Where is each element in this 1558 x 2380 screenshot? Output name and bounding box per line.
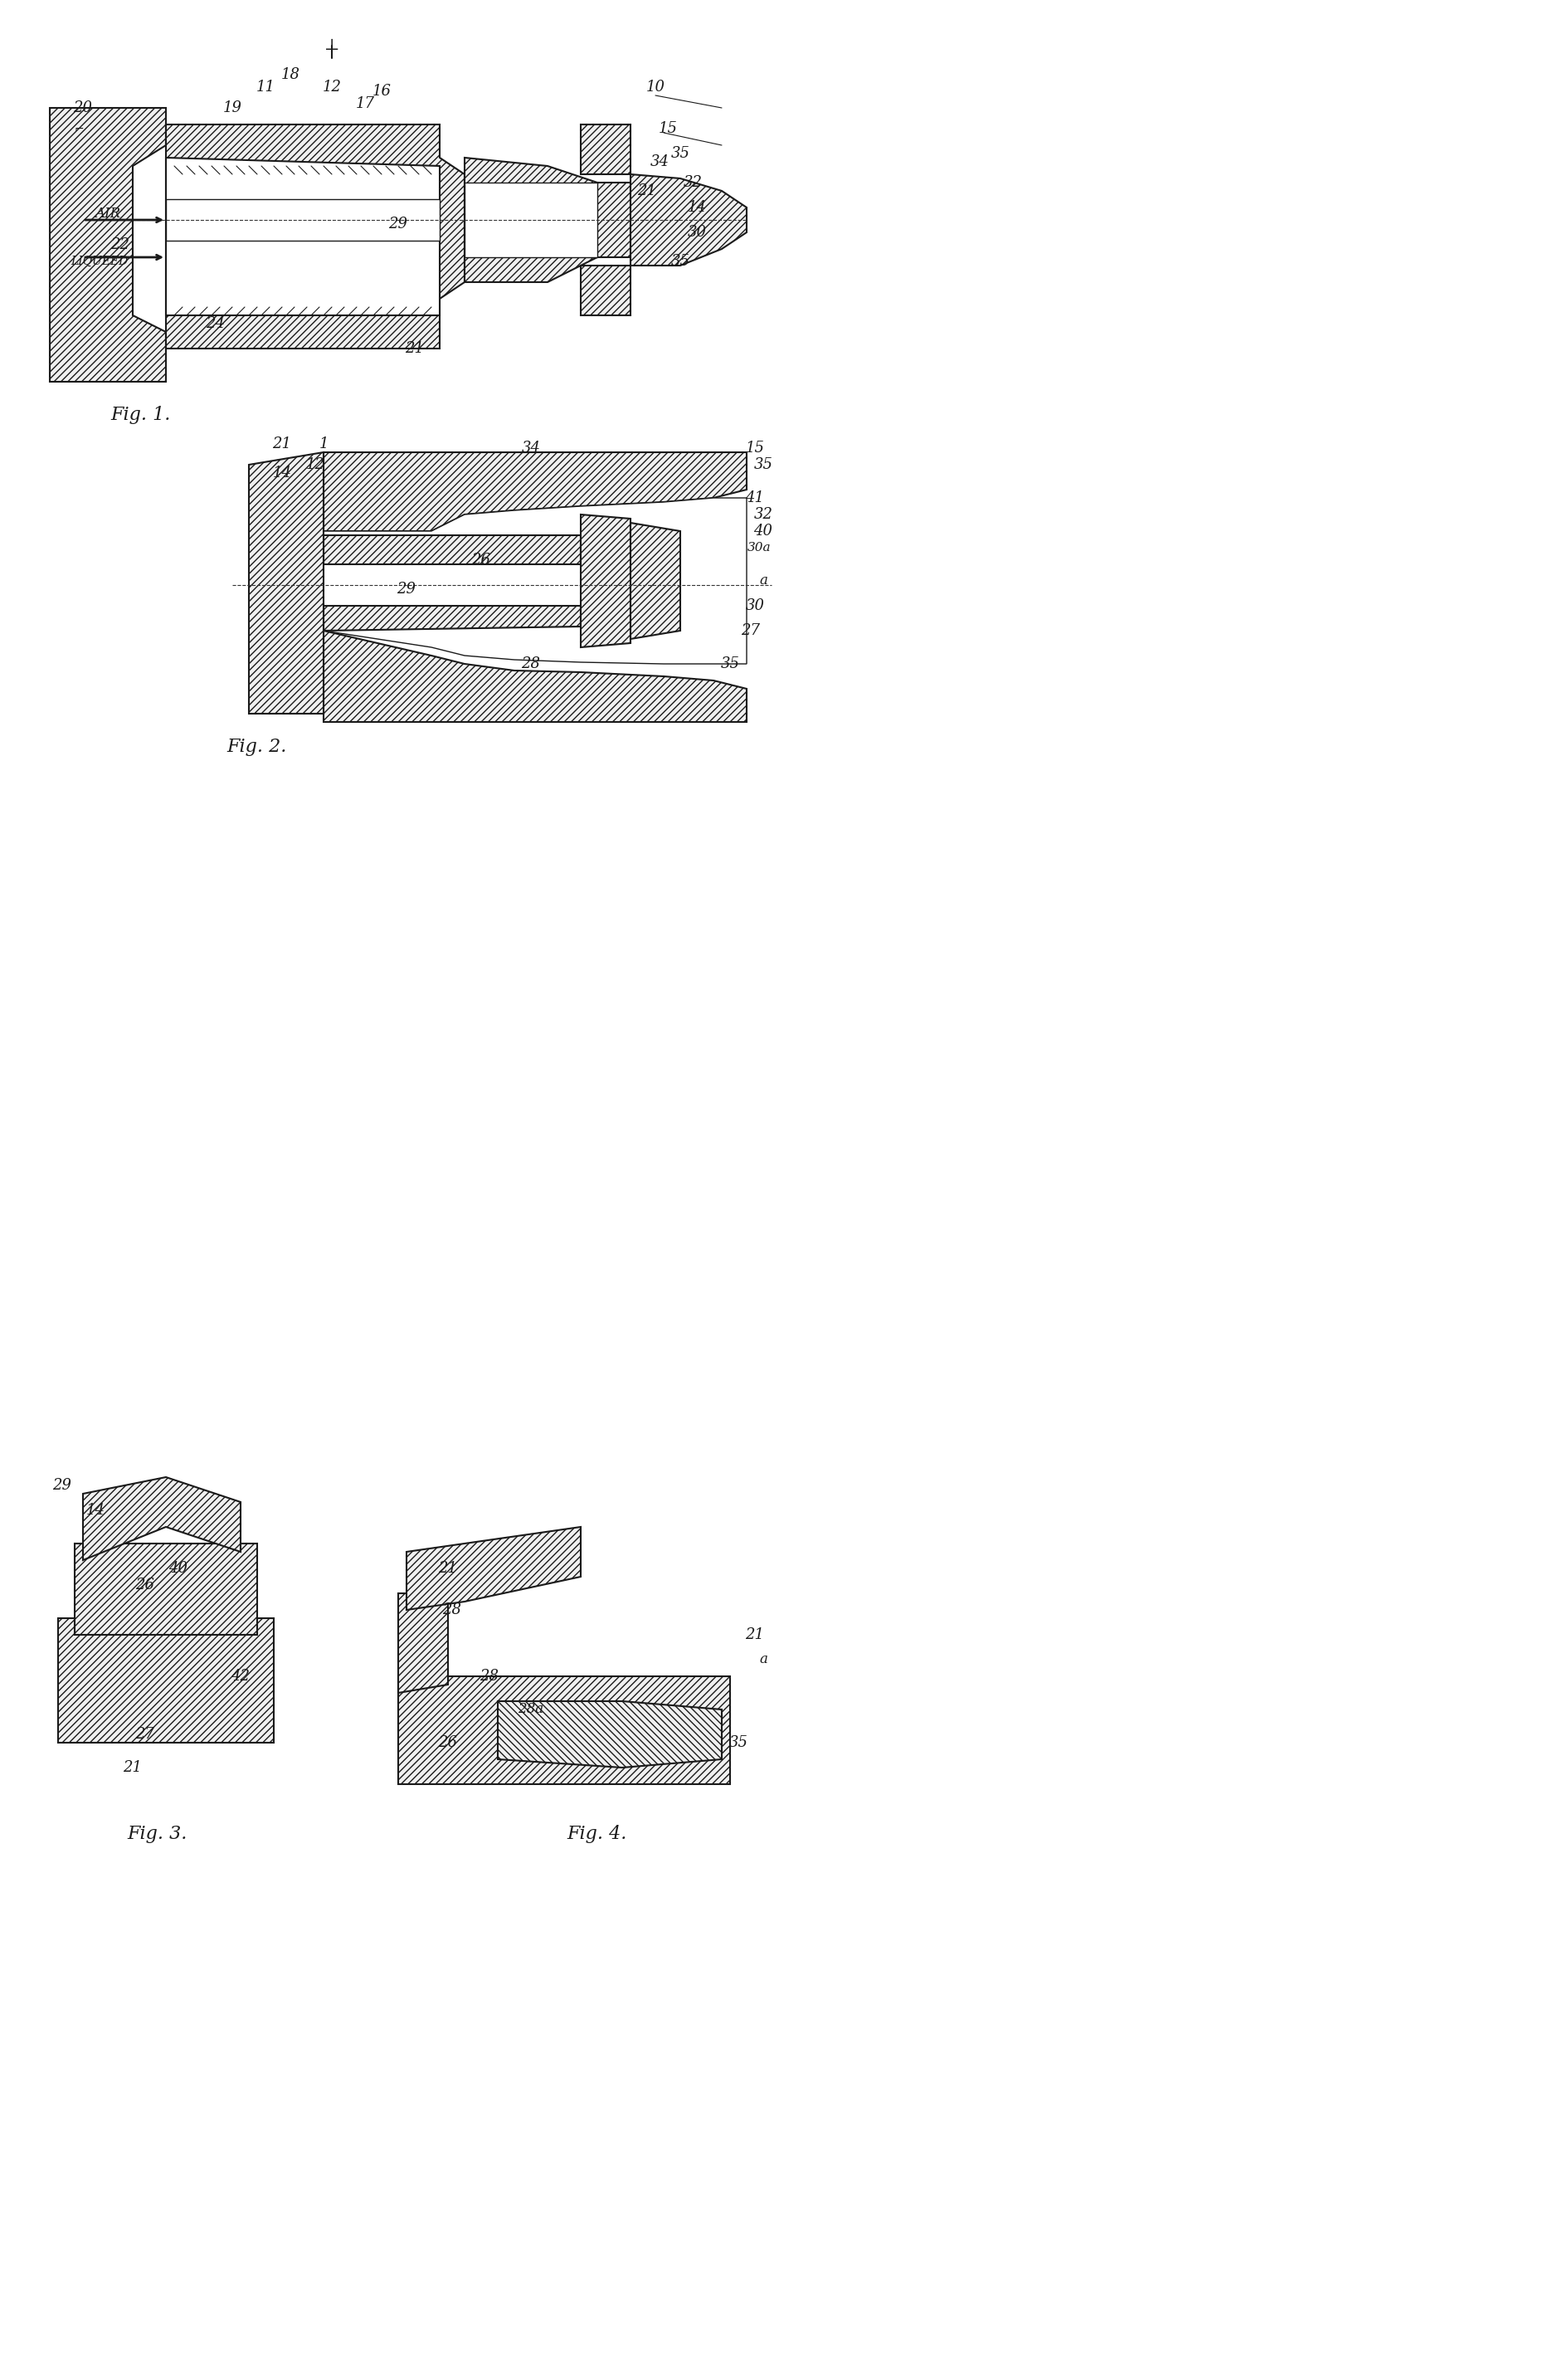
Polygon shape: [324, 631, 746, 721]
Text: 1: 1: [319, 436, 329, 452]
Text: 28: 28: [442, 1602, 461, 1618]
Text: 21: 21: [745, 1628, 765, 1642]
Text: 32: 32: [682, 176, 703, 190]
Polygon shape: [631, 524, 681, 638]
Text: 30a: 30a: [748, 543, 771, 555]
Text: 32: 32: [754, 507, 773, 521]
Text: 22: 22: [111, 238, 129, 252]
Text: 17: 17: [355, 95, 374, 112]
Polygon shape: [464, 157, 631, 283]
Text: 10: 10: [647, 79, 665, 95]
Polygon shape: [165, 200, 439, 240]
Polygon shape: [399, 1592, 449, 1692]
Text: 11: 11: [256, 79, 276, 95]
Text: 21: 21: [123, 1761, 142, 1775]
Text: a: a: [759, 1652, 768, 1666]
Text: 14: 14: [273, 466, 291, 481]
Polygon shape: [58, 1618, 274, 1742]
Polygon shape: [83, 1478, 240, 1561]
Polygon shape: [581, 514, 631, 647]
Text: 34: 34: [650, 155, 668, 169]
Polygon shape: [165, 157, 439, 314]
Text: Fig. 1.: Fig. 1.: [111, 407, 171, 424]
Polygon shape: [50, 107, 165, 381]
Text: 29: 29: [388, 217, 408, 231]
Text: 15: 15: [659, 121, 678, 136]
Text: 21: 21: [438, 1561, 458, 1576]
Polygon shape: [324, 452, 746, 531]
Text: 21: 21: [405, 340, 424, 357]
Text: 40: 40: [168, 1561, 189, 1576]
Polygon shape: [75, 1545, 257, 1635]
Text: 18: 18: [280, 67, 299, 83]
Text: 19: 19: [223, 100, 241, 114]
Text: 28: 28: [522, 657, 541, 671]
Text: Fig. 4.: Fig. 4.: [567, 1825, 628, 1842]
Text: 28a: 28a: [519, 1702, 544, 1716]
Text: 26: 26: [136, 1578, 154, 1592]
Text: 27: 27: [742, 624, 760, 638]
Text: 21: 21: [273, 436, 291, 452]
Polygon shape: [581, 267, 631, 314]
Text: 21: 21: [637, 183, 656, 198]
Text: 14: 14: [687, 200, 706, 214]
Text: 26: 26: [472, 552, 491, 566]
Text: 12: 12: [305, 457, 324, 471]
Polygon shape: [464, 183, 597, 257]
Polygon shape: [324, 497, 746, 664]
Polygon shape: [324, 536, 581, 564]
Text: 16: 16: [372, 83, 391, 98]
Text: Fig. 3.: Fig. 3.: [128, 1825, 187, 1842]
Text: 42: 42: [231, 1668, 251, 1683]
Text: 14: 14: [86, 1502, 104, 1518]
Text: a: a: [759, 574, 768, 588]
Text: 41: 41: [745, 490, 765, 505]
Text: 40: 40: [754, 524, 773, 538]
Polygon shape: [581, 124, 631, 174]
Polygon shape: [631, 174, 746, 267]
Text: 35: 35: [720, 657, 740, 671]
Text: 35: 35: [671, 255, 690, 269]
Text: 30: 30: [687, 224, 706, 240]
Text: 20: 20: [73, 100, 92, 114]
Text: ⌐: ⌐: [73, 124, 84, 133]
Text: 35: 35: [729, 1735, 748, 1749]
Text: Fig. 2.: Fig. 2.: [227, 738, 287, 757]
Text: 29: 29: [53, 1478, 72, 1492]
Polygon shape: [399, 1676, 731, 1785]
Text: 35: 35: [671, 145, 690, 162]
Text: 26: 26: [438, 1735, 458, 1749]
Text: 34: 34: [522, 440, 541, 455]
Text: LIQUEED: LIQUEED: [70, 255, 128, 267]
Text: ⊥: ⊥: [324, 38, 340, 52]
Polygon shape: [249, 452, 324, 714]
Polygon shape: [497, 1702, 721, 1768]
Text: 35: 35: [754, 457, 773, 471]
Text: AIR: AIR: [95, 207, 122, 221]
Text: 24: 24: [206, 317, 226, 331]
Text: 29: 29: [397, 581, 416, 597]
Text: 28: 28: [480, 1668, 499, 1683]
Text: 12: 12: [323, 79, 341, 95]
Text: 30: 30: [745, 597, 765, 614]
Polygon shape: [324, 607, 581, 631]
Polygon shape: [407, 1528, 581, 1609]
Text: 27: 27: [136, 1728, 154, 1742]
Text: 15: 15: [745, 440, 765, 455]
Polygon shape: [165, 124, 464, 347]
